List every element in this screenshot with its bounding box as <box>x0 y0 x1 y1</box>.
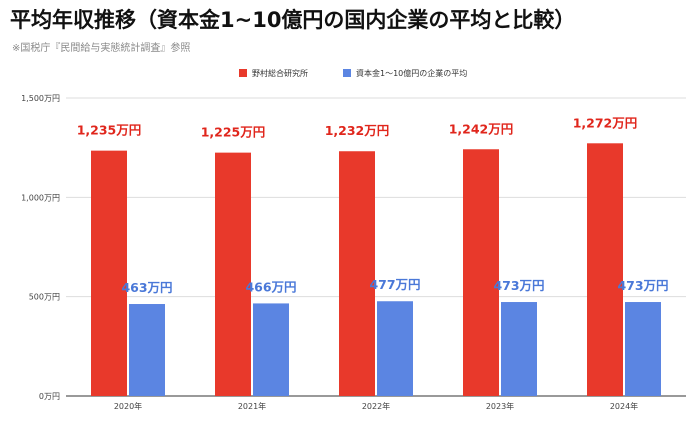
bar-nri <box>463 149 499 396</box>
source-note: ※国税庁『民間給与実態統計調査』参照 <box>12 43 191 54</box>
legend-swatch <box>343 69 351 77</box>
bar-nri <box>339 151 375 396</box>
data-label: 1,242万円 <box>449 121 514 136</box>
chart-title: 平均年収推移（資本金1~10億円の国内企業の平均と比較） <box>10 8 576 32</box>
y-tick-label: 1,500万円 <box>21 94 60 103</box>
y-tick-label: 0万円 <box>39 392 60 401</box>
legend-swatch <box>239 69 247 77</box>
y-tick-label: 500万円 <box>29 293 60 302</box>
legend-label: 野村総合研究所 <box>252 68 308 78</box>
data-label: 1,272万円 <box>573 115 638 130</box>
legend-label: 資本金1〜10億円の企業の平均 <box>356 68 467 78</box>
data-label: 473万円 <box>617 278 668 293</box>
data-label: 466万円 <box>245 279 296 294</box>
bar-nri <box>215 152 251 396</box>
y-tick-label: 1,000万円 <box>21 193 60 202</box>
bar-average <box>253 303 289 396</box>
x-tick-label: 2022年 <box>362 401 390 411</box>
bar-average <box>377 301 413 396</box>
data-label: 1,225万円 <box>201 125 266 140</box>
bar-nri <box>587 143 623 396</box>
x-tick-label: 2021年 <box>238 401 266 411</box>
data-label: 477万円 <box>369 277 420 292</box>
data-label: 1,232万円 <box>325 123 390 138</box>
data-label: 1,235万円 <box>77 123 142 138</box>
bar-average <box>501 302 537 396</box>
x-tick-label: 2020年 <box>114 401 142 411</box>
bar-average <box>625 302 661 396</box>
data-label: 473万円 <box>493 278 544 293</box>
bar-nri <box>91 150 127 396</box>
data-label: 463万円 <box>121 280 172 295</box>
x-tick-label: 2023年 <box>486 401 514 411</box>
bar-average <box>129 304 165 396</box>
x-tick-label: 2024年 <box>610 401 638 411</box>
